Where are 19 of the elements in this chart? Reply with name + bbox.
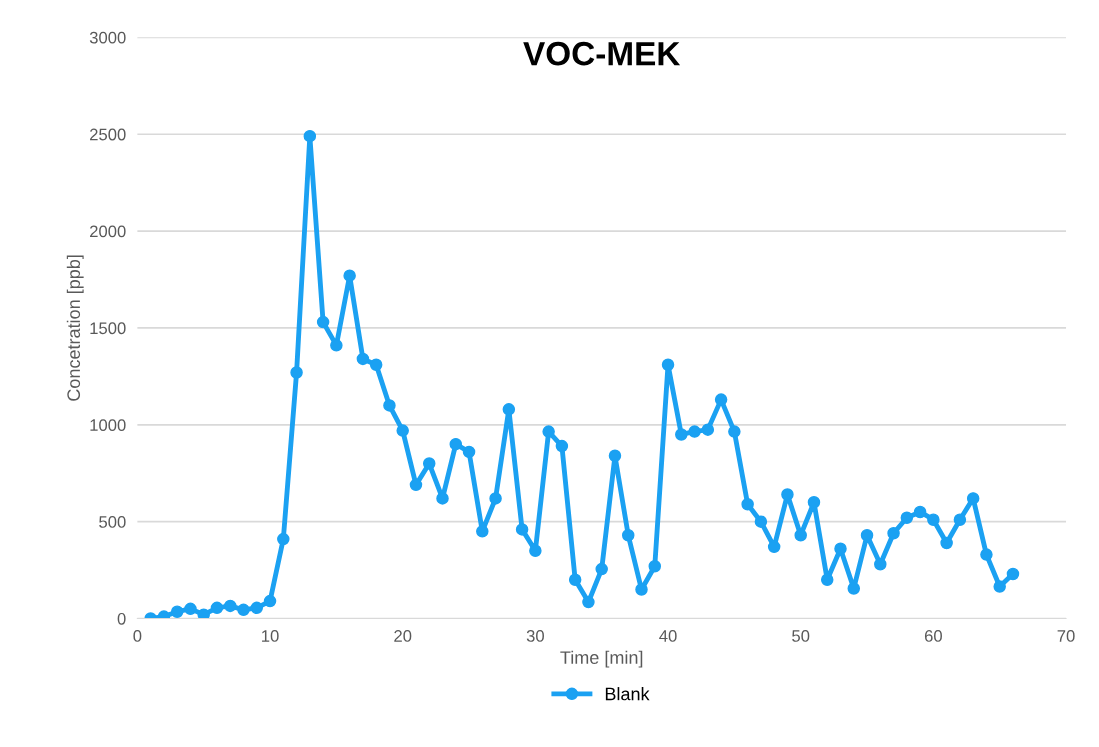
x-tick-label: 10 (262, 630, 279, 642)
y-tick-label: 1500 (90, 322, 126, 335)
y-axis-title: Concetration [ppb] (66, 255, 84, 401)
y-tick-label: 3000 (89, 31, 126, 44)
chart-title: VOC-MEK (523, 41, 681, 66)
legend-label: Blank (605, 687, 650, 701)
y-tick-label: 2000 (90, 225, 126, 238)
x-tick-label: 70 (1057, 630, 1075, 642)
y-tick-label: 2500 (90, 128, 126, 141)
x-tick-label: 0 (133, 630, 142, 642)
y-tick-label: 1000 (90, 419, 126, 431)
x-tick-label: 30 (526, 630, 544, 642)
x-axis-title: Time [min] (560, 650, 643, 668)
y-tick-label: 0 (117, 612, 126, 625)
x-tick-label: 40 (659, 630, 677, 642)
x-tick-label: 60 (924, 630, 942, 642)
x-tick-label: 20 (394, 630, 412, 642)
x-tick-label: 50 (792, 630, 810, 642)
y-tick-label: 500 (99, 516, 126, 528)
